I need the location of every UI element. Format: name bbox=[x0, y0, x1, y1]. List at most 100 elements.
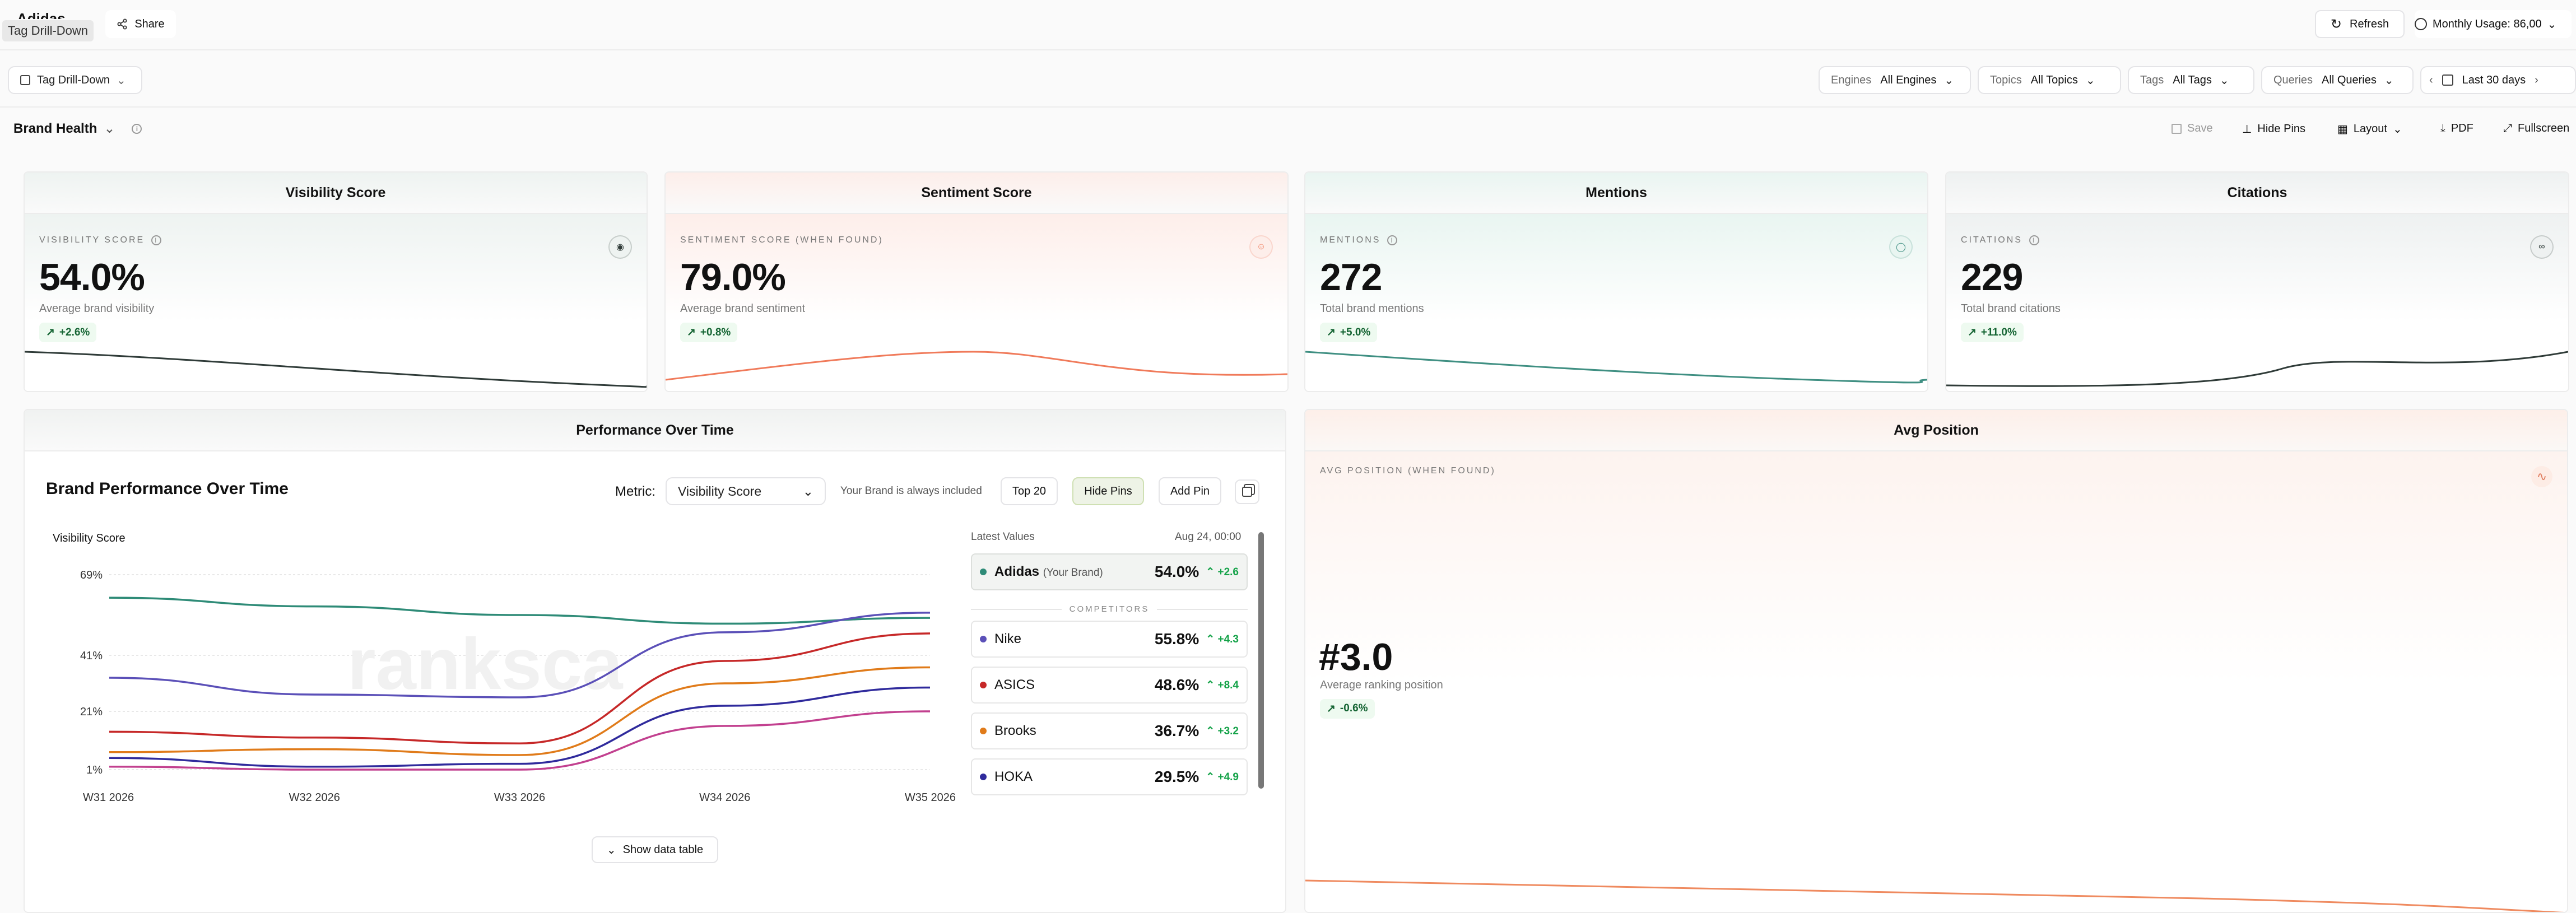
queries-label: Queries bbox=[2273, 73, 2313, 86]
kpi-card: Citations CITATIONS i ∞ 229 Total brand c… bbox=[1945, 171, 2569, 392]
chevron-down-icon: ⌄ bbox=[606, 844, 616, 856]
kpi-delta: ↗ +2.6% bbox=[39, 323, 97, 342]
top20-button[interactable]: Top 20 bbox=[1001, 477, 1058, 505]
info-icon[interactable]: i bbox=[1387, 235, 1398, 245]
show-data-table-button[interactable]: ⌄ Show data table bbox=[592, 836, 718, 863]
series-line-brooks[interactable] bbox=[109, 666, 931, 756]
tags-filter[interactable]: Tags All Tags ⌄ bbox=[2128, 66, 2254, 94]
brand-tag: (Your Brand) bbox=[1043, 567, 1103, 579]
view-select[interactable]: Tag Drill-Down ⌄ bbox=[8, 66, 142, 94]
competitor-row[interactable]: HOKA 29.5% ⌃ +4.9 bbox=[971, 758, 1248, 795]
kpi-card-title: Visibility Score bbox=[285, 184, 386, 201]
scrollbar[interactable] bbox=[1258, 532, 1264, 789]
download-icon: ⤓ bbox=[2440, 122, 2445, 134]
y-tick-label: 41% bbox=[80, 650, 103, 662]
hide-pins-button[interactable]: ⊥ Hide Pins bbox=[2242, 122, 2305, 136]
avg-position-card: Avg Position AVG POSITION (WHEN FOUND) ∿… bbox=[1304, 409, 2568, 913]
fullscreen-label: Fullscreen bbox=[2518, 122, 2570, 134]
smile-icon: ☺ bbox=[1249, 235, 1273, 259]
hide-pins-label: Hide Pins bbox=[2257, 123, 2306, 135]
performance-card-header: Performance Over Time bbox=[25, 410, 1285, 451]
avg-position-title: Avg Position bbox=[1894, 422, 1979, 438]
chevron-down-icon: ⌄ bbox=[2219, 74, 2229, 87]
series-line-nike[interactable] bbox=[109, 612, 931, 698]
kpi-delta: ↗ +11.0% bbox=[1961, 323, 2024, 342]
avg-position-header: Avg Position bbox=[1305, 410, 2567, 451]
prev-icon[interactable]: ‹ bbox=[2429, 73, 2433, 86]
brand-row[interactable]: Adidas (Your Brand) 54.0% ⌃ +2.6 bbox=[971, 553, 1248, 590]
series-line-hoka[interactable] bbox=[109, 686, 931, 768]
chevron-down-icon: ⌄ bbox=[2085, 74, 2095, 87]
chevron-down-icon: ⌄ bbox=[2384, 74, 2394, 87]
copy-button[interactable] bbox=[1235, 479, 1259, 504]
layout-button[interactable]: ▦ Layout ⌄ bbox=[2337, 122, 2402, 136]
dashboard-title[interactable]: Brand Health ⌄ i bbox=[13, 120, 142, 137]
competitor-delta: ⌃ +3.2 bbox=[1206, 725, 1239, 737]
kpi-delta: ↗ +5.0% bbox=[1320, 323, 1378, 342]
message-icon: ◯ bbox=[1889, 235, 1913, 259]
series-line-adidas[interactable] bbox=[109, 597, 931, 625]
queries-filter[interactable]: Queries All Queries ⌄ bbox=[2261, 66, 2414, 94]
metric-select[interactable]: Visibility Score ⌄ bbox=[666, 477, 826, 505]
competitor-value: 29.5% bbox=[1154, 768, 1199, 785]
chart-y-axis-label: Visibility Score bbox=[53, 532, 125, 544]
kpi-delta-text: +2.6% bbox=[59, 326, 90, 338]
competitor-value: 48.6% bbox=[1154, 676, 1199, 693]
avg-position-label: AVG POSITION (WHEN FOUND) bbox=[1320, 466, 1496, 476]
kpi-label: CITATIONS i bbox=[1961, 235, 2039, 245]
add-pin-button[interactable]: Add Pin bbox=[1159, 477, 1221, 505]
share-button[interactable]: Share bbox=[105, 10, 176, 38]
kpi-delta-text: +11.0% bbox=[1980, 326, 2017, 338]
brand-name-text: Adidas bbox=[994, 564, 1040, 579]
trend-icon: ↗ bbox=[1327, 703, 1336, 715]
x-tick-label: W35 2026 bbox=[905, 791, 956, 804]
tags-value: All Tags bbox=[2173, 73, 2212, 86]
refresh-button[interactable]: ↻ Refresh bbox=[2315, 10, 2405, 38]
x-tick-label: W32 2026 bbox=[289, 791, 340, 804]
metric-select-value: Visibility Score bbox=[678, 483, 762, 499]
expand-icon: ⤢ bbox=[2503, 122, 2512, 134]
copy-icon bbox=[1242, 487, 1252, 497]
share-label: Share bbox=[134, 17, 165, 30]
kpi-card-header: Citations bbox=[1946, 173, 2568, 214]
topics-filter[interactable]: Topics All Topics ⌄ bbox=[1978, 66, 2121, 94]
usage-label: Monthly Usage: 86,00 bbox=[2433, 17, 2542, 30]
divider bbox=[0, 106, 2576, 108]
trend-icon: ↗ bbox=[687, 327, 696, 338]
kpi-label-text: MENTIONS bbox=[1320, 235, 1381, 245]
tooltip: Tag Drill-Down bbox=[2, 20, 94, 41]
brand-value: 54.0% bbox=[1154, 563, 1199, 580]
save-button[interactable]: Save bbox=[2172, 122, 2213, 135]
info-icon[interactable]: i bbox=[2029, 235, 2039, 245]
series-line-asics[interactable] bbox=[109, 632, 931, 744]
date-range-picker[interactable]: ‹ Last 30 days › bbox=[2420, 66, 2576, 94]
info-icon[interactable]: i bbox=[151, 235, 162, 245]
competitors-divider: COMPETITORS bbox=[971, 604, 1248, 614]
info-icon[interactable]: i bbox=[132, 123, 142, 134]
next-icon[interactable]: › bbox=[2535, 73, 2538, 86]
series-line-other[interactable] bbox=[109, 710, 931, 771]
monthly-usage-dropdown[interactable]: Monthly Usage: 86,00 ⌄ bbox=[2415, 10, 2572, 38]
competitor-row[interactable]: ASICS 48.6% ⌃ +8.4 bbox=[971, 667, 1248, 704]
competitor-row[interactable]: Nike 55.8% ⌃ +4.3 bbox=[971, 621, 1248, 658]
competitor-name: ASICS bbox=[994, 677, 1035, 692]
competitor-delta-text: +4.3 bbox=[1217, 633, 1239, 645]
pdf-button[interactable]: ⤓ PDF bbox=[2440, 122, 2473, 135]
fullscreen-button[interactable]: ⤢ Fullscreen bbox=[2503, 122, 2569, 135]
engines-filter[interactable]: Engines All Engines ⌄ bbox=[1819, 66, 1971, 94]
refresh-label: Refresh bbox=[2350, 17, 2389, 30]
kpi-sparkline bbox=[1305, 351, 1927, 384]
kpi-subtitle: Average brand visibility bbox=[39, 302, 155, 315]
kpi-subtitle: Total brand mentions bbox=[1320, 302, 1424, 315]
latest-values-date: Aug 24, 00:00 bbox=[1175, 531, 1241, 543]
layers-icon bbox=[20, 75, 30, 85]
kpi-value: 272 bbox=[1320, 256, 1382, 299]
hide-pins-chart-button[interactable]: Hide Pins bbox=[1072, 477, 1144, 505]
latest-values-label: Latest Values bbox=[971, 531, 1035, 543]
competitor-delta-text: +8.4 bbox=[1217, 679, 1239, 691]
performance-line-chart: ranksca 69% 41% 21% 1% W31 2026 W32 2026 W33 20… bbox=[80, 569, 956, 804]
competitor-name: Nike bbox=[994, 631, 1022, 646]
trend-icon: ↗ bbox=[1968, 327, 1977, 338]
series-dot bbox=[980, 569, 987, 575]
competitor-row[interactable]: Brooks 36.7% ⌃ +3.2 bbox=[971, 712, 1248, 749]
